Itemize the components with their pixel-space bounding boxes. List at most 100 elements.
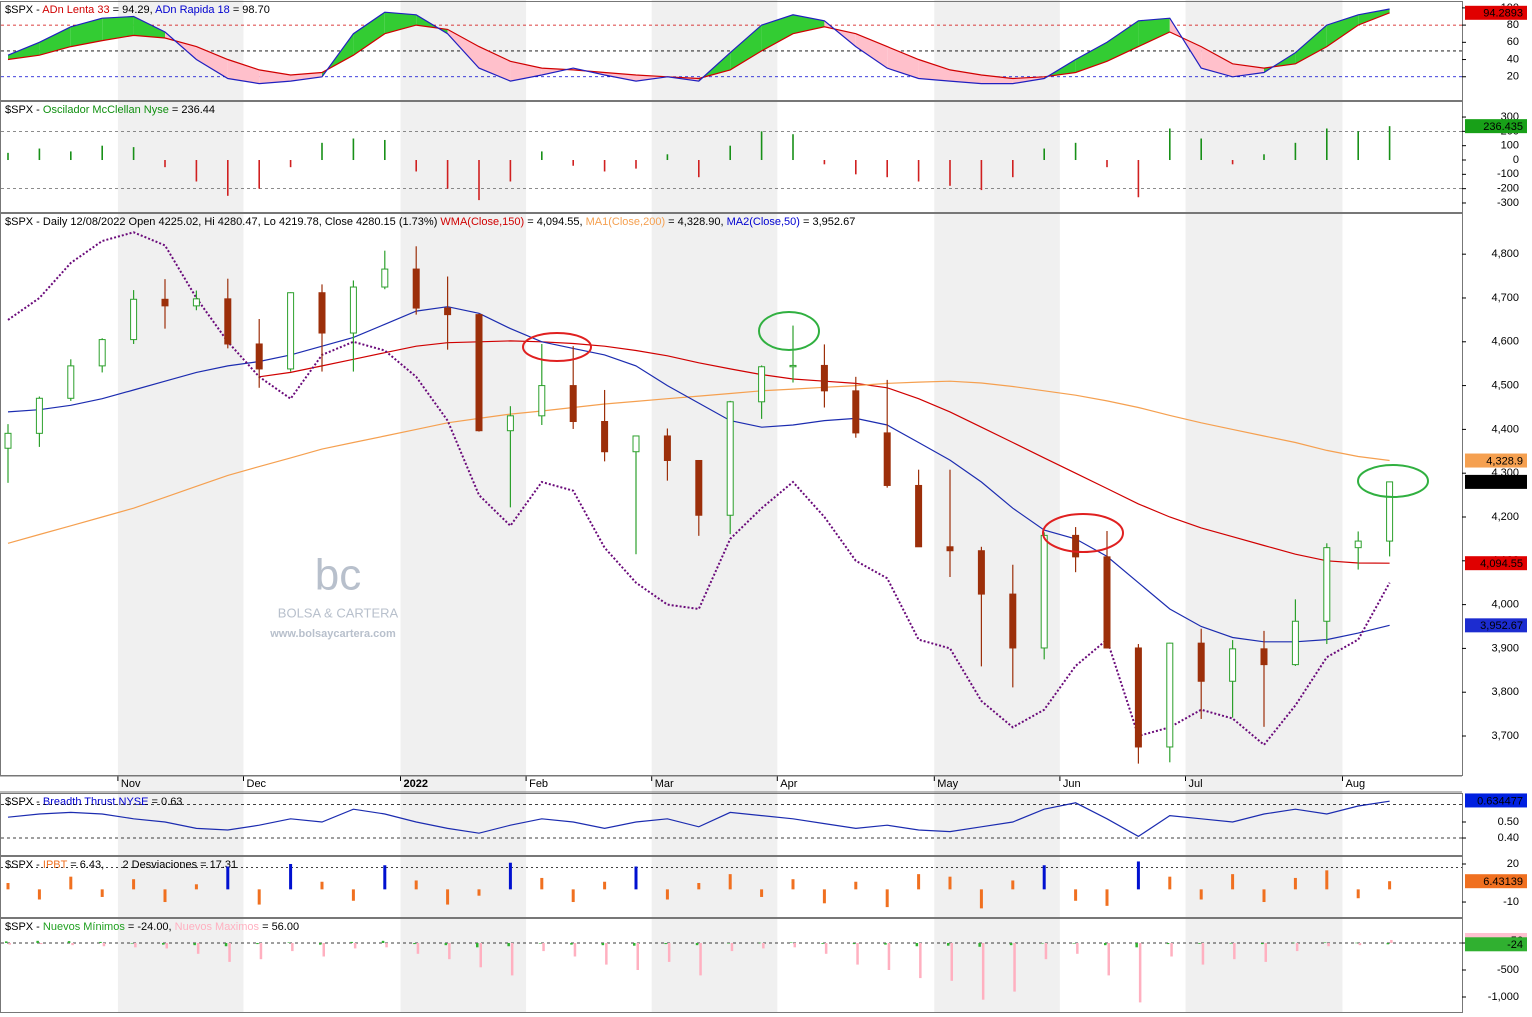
bar [949, 160, 951, 186]
y-tick-label: 0.40 [1498, 832, 1519, 844]
bar [1386, 942, 1390, 945]
bar [1074, 142, 1077, 161]
y-tick-label: 20 [1507, 858, 1519, 870]
value-tag [1465, 937, 1527, 952]
bar [130, 942, 134, 944]
bar [855, 160, 857, 175]
month-bands [117, 0, 1343, 1012]
bar [1170, 942, 1173, 957]
panel-title: $SPX - Daily 12/08/2022 Open 4225.02, Hi… [5, 216, 855, 228]
candle-body [569, 385, 577, 423]
title-part: ADn Lenta 33 [42, 4, 109, 16]
bar [446, 160, 449, 189]
candle-body [1291, 620, 1299, 666]
bar [1295, 942, 1299, 952]
candle-body [946, 546, 954, 552]
bar [697, 883, 701, 890]
panel-frame [0, 1, 1463, 101]
title-part: Nuevos Maximos [175, 921, 260, 933]
title-part: WMA(Close,150) [440, 216, 524, 228]
panel-frame [0, 856, 1463, 918]
x-tick-label: Dec [247, 778, 267, 790]
cross-fill [1138, 18, 1170, 47]
candle-body [663, 435, 671, 461]
panel-title: $SPX - IPBT = 6.43, 2 Desviaciones = 17.… [5, 859, 237, 871]
x-tick-label: Apr [780, 778, 797, 790]
bar [603, 160, 606, 172]
bar [1261, 942, 1264, 945]
bar [1104, 942, 1107, 946]
annotation-circle [522, 332, 592, 362]
bar [1107, 942, 1110, 976]
candle-body [883, 432, 891, 486]
bar [162, 942, 165, 945]
y-tick-label: 4,000 [1491, 599, 1519, 611]
bar [259, 942, 263, 960]
y-tick-label: 4,700 [1491, 292, 1519, 304]
candle-body [192, 298, 200, 307]
candle-body [1134, 647, 1142, 748]
bar [319, 942, 322, 945]
bar [1357, 131, 1359, 161]
bar [667, 942, 671, 962]
cross-fill [761, 14, 793, 51]
bar [1011, 880, 1015, 890]
candle-body [67, 365, 75, 399]
bar [71, 942, 74, 946]
candle-body [381, 268, 389, 288]
bar [821, 942, 824, 944]
bar [1231, 874, 1235, 890]
title-part: = 4,328.90, [665, 216, 726, 228]
bar [1041, 942, 1044, 944]
bar [571, 889, 575, 903]
bar [824, 942, 828, 954]
bar [353, 942, 357, 949]
cross-fill [479, 46, 511, 82]
y-tick-label: 40 [1507, 53, 1519, 65]
month-band [1185, 0, 1343, 1012]
bar [381, 940, 385, 943]
bar [1264, 942, 1267, 962]
title-part: = 56.00 [259, 921, 299, 933]
title-part: = 0.63 [148, 796, 182, 808]
title-part: MA1(Close,200) [586, 216, 665, 228]
bar [416, 942, 420, 954]
series-line [7, 380, 1390, 544]
bar [1074, 889, 1078, 901]
cross-fill [1295, 25, 1327, 64]
bar [476, 942, 479, 948]
bar [70, 151, 72, 161]
bar [258, 160, 260, 189]
bar [542, 942, 545, 952]
title-part: = -24.00, [125, 921, 175, 933]
y-tick-label: 4,500 [1491, 379, 1519, 391]
y-tick-label: 4,600 [1491, 336, 1519, 348]
bar [1136, 861, 1140, 890]
x-tick-label: Feb [529, 778, 548, 790]
title-part: $SPX - Daily 12/08/2022 Open 4225.02, Hi… [5, 216, 440, 228]
candle-body [1072, 534, 1080, 558]
y-tick-label: 0.50 [1498, 816, 1519, 828]
bar [6, 883, 10, 890]
title-part: = 3,952.67 [800, 216, 855, 228]
y-tick-label: -200 [1497, 183, 1519, 195]
bar [479, 942, 482, 968]
value-tag-label: 4,328.9 [1486, 455, 1523, 467]
candle-body [224, 298, 232, 345]
bar [1105, 889, 1109, 906]
bar [1013, 942, 1016, 992]
bar [852, 942, 856, 945]
bar [132, 147, 135, 161]
bar [384, 139, 386, 161]
panel-title: $SPX - Oscilador McClellan Nyse = 236.44 [5, 104, 215, 116]
bar [978, 942, 981, 947]
cross-fill [855, 33, 888, 69]
candle-body [977, 550, 985, 595]
value-tag-label: 236.435 [1483, 121, 1523, 133]
bar [917, 874, 921, 890]
title-part: Nuevos Mínimos [43, 921, 125, 933]
bar [1043, 148, 1045, 161]
cross-fill [447, 29, 479, 69]
bar [1292, 942, 1295, 944]
bar [792, 134, 794, 161]
